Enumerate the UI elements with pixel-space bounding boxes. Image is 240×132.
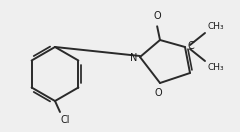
Text: O: O xyxy=(154,88,162,98)
Text: N: N xyxy=(130,53,137,63)
Text: C: C xyxy=(188,41,195,51)
Text: CH₃: CH₃ xyxy=(207,63,224,72)
Text: O: O xyxy=(153,11,161,21)
Text: CH₃: CH₃ xyxy=(207,22,224,31)
Text: Cl: Cl xyxy=(61,115,71,125)
